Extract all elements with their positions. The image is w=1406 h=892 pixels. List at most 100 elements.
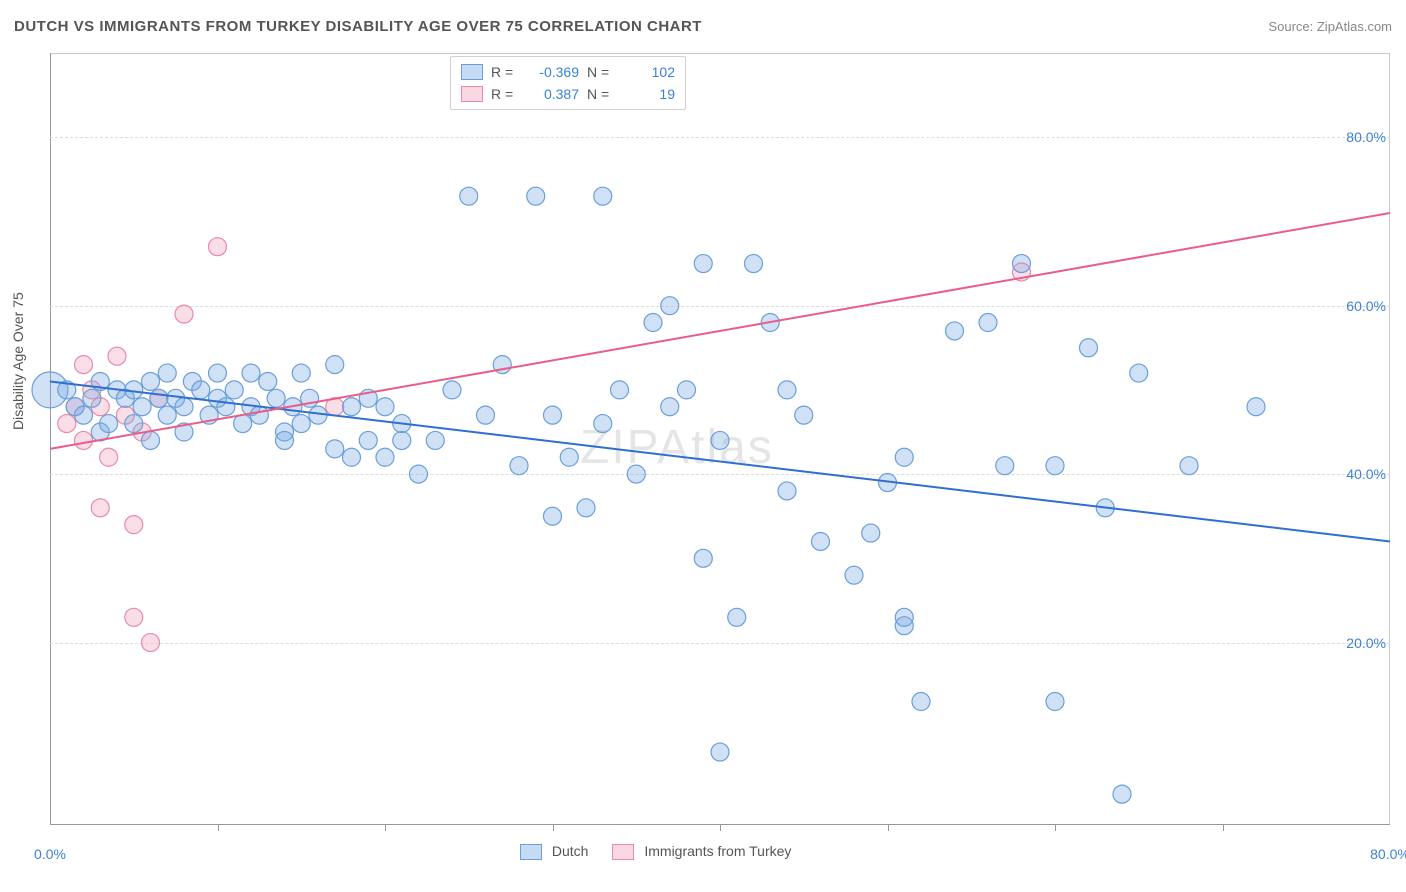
data-point: [75, 356, 93, 374]
data-point: [460, 187, 478, 205]
data-point: [1046, 693, 1064, 711]
data-point: [661, 398, 679, 416]
data-point: [133, 398, 151, 416]
data-point: [678, 381, 696, 399]
data-point: [560, 448, 578, 466]
data-point: [376, 398, 394, 416]
data-point: [577, 499, 595, 517]
data-point: [376, 448, 394, 466]
data-point: [276, 431, 294, 449]
correlation-legend: R = -0.369 N = 102 R = 0.387 N = 19: [450, 56, 686, 110]
data-point: [527, 187, 545, 205]
data-point: [292, 364, 310, 382]
data-point: [100, 415, 118, 433]
data-point: [711, 431, 729, 449]
data-point: [292, 415, 310, 433]
data-point: [996, 457, 1014, 475]
legend-swatch-dutch: [520, 844, 542, 860]
data-point: [142, 431, 160, 449]
data-point: [895, 608, 913, 626]
scatter-plot: [50, 53, 1390, 825]
data-point: [812, 532, 830, 550]
data-point: [125, 516, 143, 534]
data-point: [142, 634, 160, 652]
data-point: [209, 238, 227, 256]
r-value-turkey: 0.387: [527, 83, 579, 105]
data-point: [150, 389, 168, 407]
data-point: [745, 255, 763, 273]
legend-swatch-turkey: [612, 844, 634, 860]
data-point: [694, 549, 712, 567]
data-point: [895, 448, 913, 466]
data-point: [1080, 339, 1098, 357]
series-legend: Dutch Immigrants from Turkey: [520, 843, 791, 860]
data-point: [946, 322, 964, 340]
data-point: [100, 448, 118, 466]
chart-title: DUTCH VS IMMIGRANTS FROM TURKEY DISABILI…: [14, 18, 702, 35]
data-point: [343, 398, 361, 416]
data-point: [83, 389, 101, 407]
data-point: [661, 297, 679, 315]
x-tick-label: 0.0%: [34, 846, 66, 862]
legend-row-turkey: R = 0.387 N = 19: [461, 83, 675, 105]
data-point: [410, 465, 428, 483]
data-point: [544, 406, 562, 424]
data-point: [862, 524, 880, 542]
data-point: [267, 389, 285, 407]
legend-label-turkey: Immigrants from Turkey: [644, 843, 791, 859]
x-tick: [1223, 825, 1224, 831]
legend-label-dutch: Dutch: [552, 843, 589, 859]
data-point: [795, 406, 813, 424]
data-point: [234, 415, 252, 433]
data-point: [510, 457, 528, 475]
data-point: [627, 465, 645, 483]
data-point: [175, 305, 193, 323]
data-point: [359, 431, 377, 449]
n-label: N =: [587, 83, 615, 105]
data-point: [426, 431, 444, 449]
data-point: [393, 431, 411, 449]
data-point: [979, 314, 997, 332]
data-point: [845, 566, 863, 584]
trend-line: [50, 213, 1390, 449]
legend-swatch-turkey: [461, 86, 483, 102]
y-axis-label: Disability Age Over 75: [10, 292, 26, 430]
data-point: [1130, 364, 1148, 382]
r-value-dutch: -0.369: [527, 61, 579, 83]
chart-header: DUTCH VS IMMIGRANTS FROM TURKEY DISABILI…: [14, 18, 1392, 35]
x-tick: [218, 825, 219, 831]
data-point: [75, 406, 93, 424]
data-point: [242, 364, 260, 382]
data-point: [75, 431, 93, 449]
x-tick-label: 80.0%: [1370, 846, 1406, 862]
data-point: [91, 499, 109, 517]
x-tick: [1055, 825, 1056, 831]
data-point: [175, 398, 193, 416]
x-tick: [888, 825, 889, 831]
data-point: [250, 406, 268, 424]
data-point: [778, 381, 796, 399]
data-point: [158, 406, 176, 424]
data-point: [711, 743, 729, 761]
data-point: [217, 398, 235, 416]
data-point: [1013, 255, 1031, 273]
data-point: [125, 415, 143, 433]
data-point: [1247, 398, 1265, 416]
data-point: [1180, 457, 1198, 475]
data-point: [192, 381, 210, 399]
data-point: [477, 406, 495, 424]
x-tick: [553, 825, 554, 831]
data-point: [1046, 457, 1064, 475]
data-point: [58, 415, 76, 433]
data-point: [125, 608, 143, 626]
x-tick: [720, 825, 721, 831]
data-point: [142, 372, 160, 390]
r-label: R =: [491, 83, 519, 105]
data-point: [108, 347, 126, 365]
data-point: [778, 482, 796, 500]
data-point: [728, 608, 746, 626]
data-point: [594, 187, 612, 205]
r-label: R =: [491, 61, 519, 83]
legend-swatch-dutch: [461, 64, 483, 80]
data-point: [326, 440, 344, 458]
